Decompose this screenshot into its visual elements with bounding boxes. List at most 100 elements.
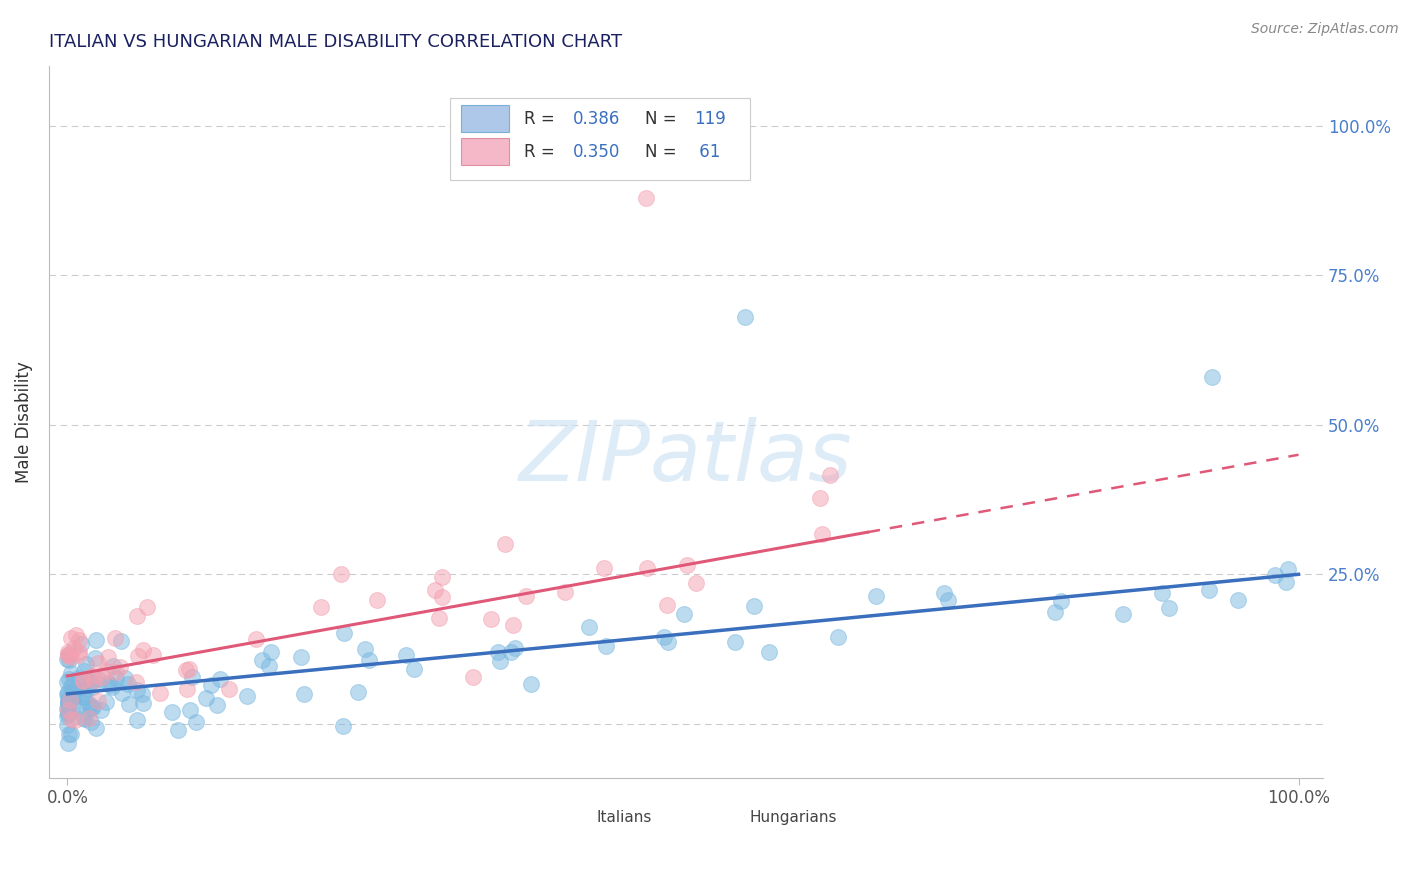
- Point: [56, 685, 79, 699]
- Point: [56, 687, 79, 701]
- Point: [330, 566, 353, 581]
- Text: 0.386: 0.386: [572, 110, 620, 128]
- Text: ZIPatlas: ZIPatlas: [519, 417, 853, 498]
- Point: [519, 676, 541, 690]
- Point: [1277, 562, 1299, 576]
- Point: [125, 683, 148, 698]
- Point: [56, 702, 79, 716]
- Point: [131, 696, 153, 710]
- Point: [194, 690, 217, 705]
- Text: R =: R =: [524, 110, 560, 128]
- Point: [479, 612, 502, 626]
- Point: [77, 710, 100, 724]
- Point: [104, 632, 127, 646]
- Text: Source: ZipAtlas.com: Source: ZipAtlas.com: [1251, 22, 1399, 37]
- Point: [72, 708, 94, 723]
- Point: [56, 675, 79, 690]
- Point: [218, 681, 240, 696]
- Point: [595, 639, 617, 653]
- Point: [79, 699, 101, 714]
- Point: [209, 672, 232, 686]
- Point: [1045, 605, 1067, 619]
- Point: [69, 680, 91, 694]
- Point: [118, 697, 141, 711]
- Point: [177, 662, 200, 676]
- Point: [734, 310, 756, 325]
- Point: [84, 632, 107, 647]
- Point: [180, 670, 202, 684]
- Point: [60, 687, 83, 701]
- Point: [131, 687, 153, 701]
- Point: [58, 648, 80, 663]
- Point: [80, 700, 103, 714]
- Point: [827, 630, 849, 644]
- Text: N =: N =: [645, 143, 682, 161]
- Point: [87, 656, 110, 670]
- Point: [125, 675, 148, 690]
- Point: [56, 648, 79, 662]
- Point: [489, 654, 512, 668]
- Point: [58, 727, 80, 741]
- Point: [1201, 370, 1223, 384]
- Point: [56, 696, 79, 710]
- Point: [72, 664, 94, 678]
- Point: [332, 626, 354, 640]
- Point: [79, 675, 101, 690]
- Point: [75, 673, 97, 687]
- Point: [257, 659, 280, 673]
- Point: [503, 640, 526, 655]
- Point: [110, 634, 132, 648]
- Point: [56, 717, 79, 731]
- Point: [56, 703, 79, 717]
- Point: [176, 681, 198, 696]
- Point: [67, 648, 90, 662]
- Point: [96, 665, 118, 679]
- Text: 0.350: 0.350: [572, 143, 620, 161]
- Point: [72, 690, 94, 705]
- Point: [56, 736, 79, 750]
- Point: [811, 527, 834, 541]
- Point: [673, 607, 696, 622]
- Point: [76, 682, 98, 697]
- Point: [818, 467, 841, 482]
- Point: [179, 703, 201, 717]
- Point: [252, 653, 274, 667]
- Point: [309, 600, 332, 615]
- Point: [84, 721, 107, 735]
- Point: [56, 706, 79, 720]
- Point: [136, 600, 159, 615]
- Point: [56, 706, 79, 721]
- Point: [1226, 593, 1249, 607]
- Point: [108, 660, 131, 674]
- Point: [67, 633, 90, 648]
- Point: [429, 611, 451, 625]
- Text: 61: 61: [693, 143, 720, 161]
- Point: [423, 583, 446, 598]
- Point: [72, 711, 94, 725]
- Point: [742, 599, 765, 613]
- Point: [200, 678, 222, 692]
- Point: [934, 585, 956, 599]
- Text: Italians: Italians: [598, 810, 652, 825]
- FancyBboxPatch shape: [461, 105, 509, 132]
- Point: [936, 592, 959, 607]
- Point: [430, 570, 453, 584]
- Point: [127, 609, 149, 624]
- Point: [87, 672, 110, 686]
- Point: [56, 652, 79, 666]
- Point: [865, 590, 887, 604]
- Point: [63, 641, 86, 656]
- Point: [72, 690, 94, 704]
- FancyBboxPatch shape: [450, 98, 749, 180]
- Point: [685, 575, 707, 590]
- Point: [60, 666, 83, 681]
- Point: [82, 699, 104, 714]
- Point: [83, 651, 105, 665]
- Point: [758, 645, 780, 659]
- Point: [359, 653, 381, 667]
- Point: [636, 561, 658, 575]
- Point: [90, 703, 112, 717]
- Point: [131, 642, 153, 657]
- Point: [83, 673, 105, 688]
- Point: [62, 678, 84, 692]
